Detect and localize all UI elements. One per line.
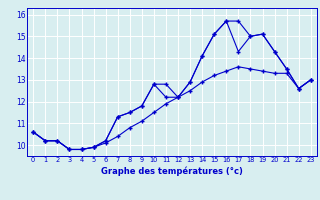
X-axis label: Graphe des températures (°c): Graphe des températures (°c) [101, 166, 243, 176]
